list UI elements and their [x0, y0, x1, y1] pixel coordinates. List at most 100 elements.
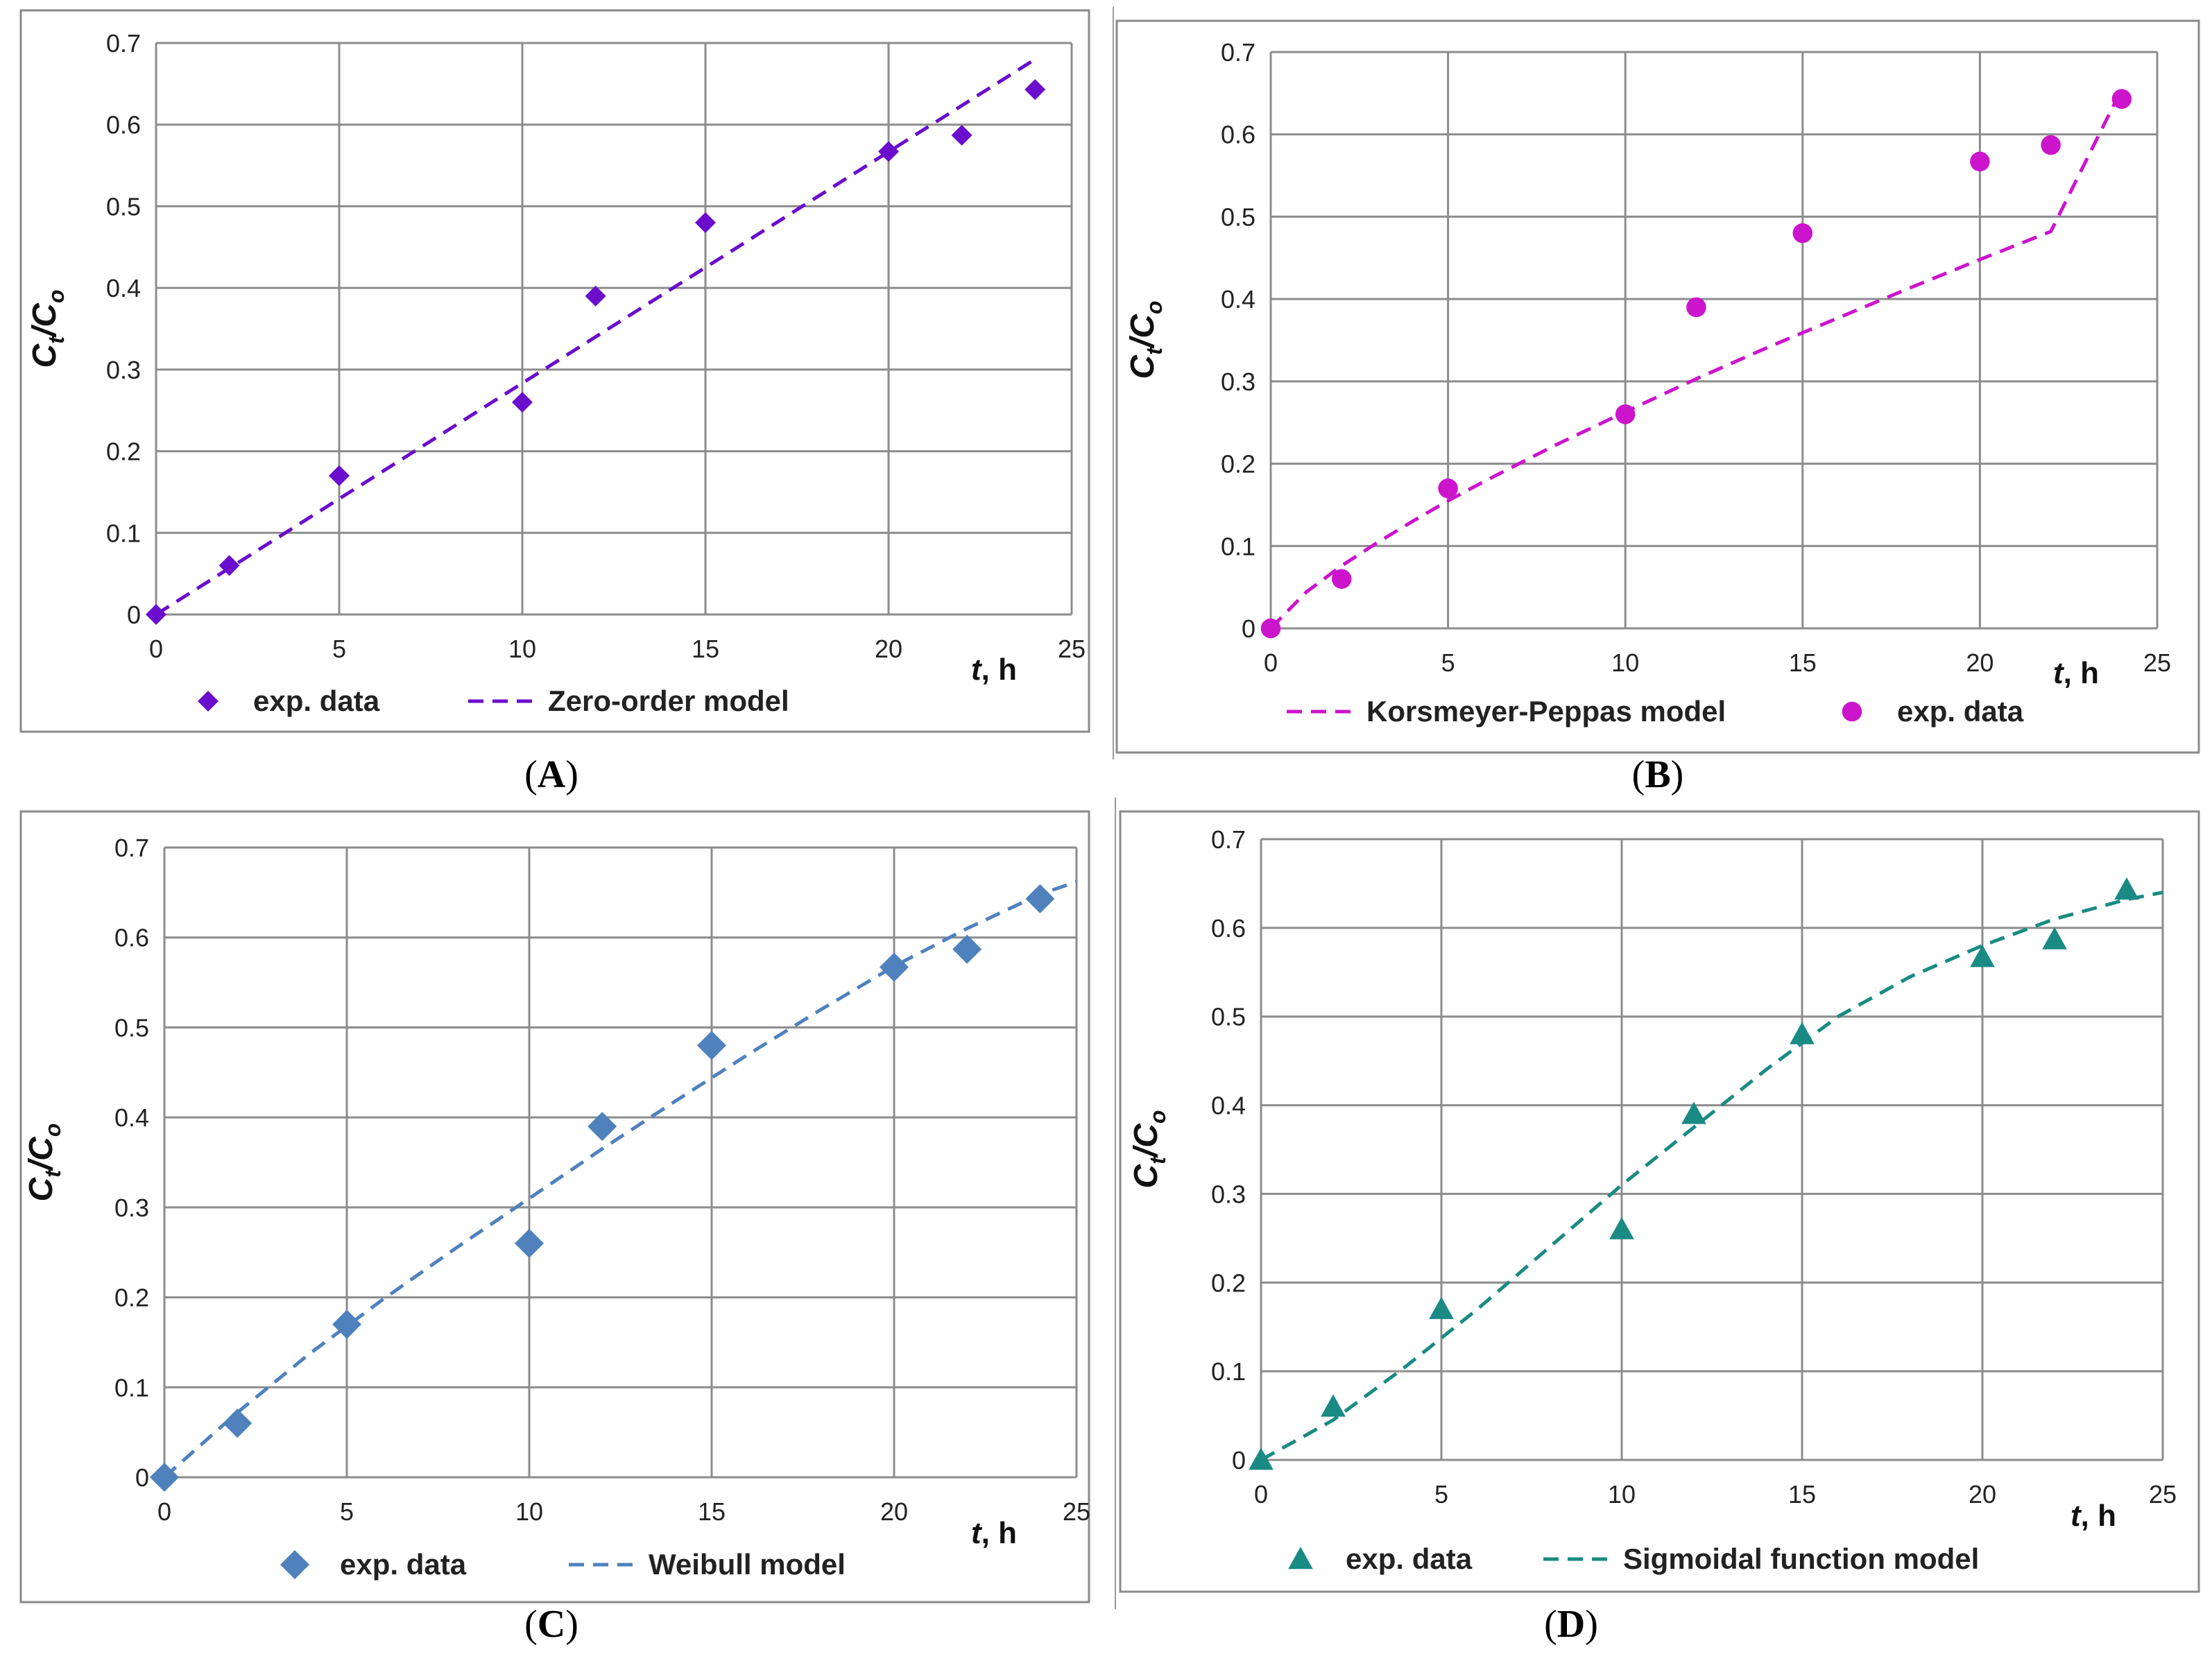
y-tick-label: 0.7: [106, 29, 141, 58]
x-axis-label: t, h: [2070, 1499, 2116, 1533]
data-point: [146, 604, 166, 625]
data-point: [150, 1463, 179, 1492]
data-point: [1249, 1447, 1274, 1470]
data-point: [223, 1409, 252, 1438]
data-point: [1970, 151, 1990, 172]
y-tick-label: 0.4: [1211, 1092, 1246, 1120]
x-axis-label: t, h: [971, 653, 1017, 687]
x-tick-label: 20: [1969, 1480, 1996, 1508]
panel-a: 00.10.20.30.40.50.60.70 5 10 15 20 25t, hCt/C…: [19, 9, 1090, 733]
x-tick-label: 0: [149, 635, 163, 663]
y-tick-label: 0.3: [1221, 368, 1255, 396]
y-axis-label-sub-t: t: [1145, 1156, 1170, 1164]
data-point: [588, 1112, 617, 1142]
x-tick-label: 15: [698, 1497, 726, 1526]
y-tick-label: 0.6: [106, 111, 141, 139]
x-tick-label: 5: [340, 1497, 354, 1526]
x-tick-label: 0: [1264, 648, 1278, 677]
x-axis-label-unit: , h: [981, 1516, 1017, 1550]
x-tick-label: 25: [2143, 648, 2171, 677]
data-point: [1260, 618, 1281, 639]
y-tick-label: 0: [1232, 1446, 1246, 1474]
y-tick-label: 0.6: [1221, 121, 1255, 149]
y-tick-label: 0.7: [1221, 38, 1255, 67]
legend: exp. data Weibull model: [280, 1548, 846, 1581]
gridlines: [163, 846, 1078, 1479]
x-axis-label-var: t: [2070, 1499, 2082, 1533]
y-tick-label: 0: [135, 1463, 149, 1492]
data-point: [952, 934, 982, 964]
y-axis-label-sub-o: o: [40, 1124, 65, 1137]
y-axis-label-sub-o: o: [44, 290, 69, 304]
x-axis-label: t, h: [971, 1516, 1017, 1550]
data-point: [515, 1228, 544, 1258]
y-tick-label: 0.6: [114, 924, 149, 952]
data-point: [1429, 1296, 1454, 1319]
legend-label-data: exp. data: [340, 1548, 467, 1581]
x-axis-label-var: t: [971, 1516, 983, 1550]
y-tick-label: 0: [127, 601, 141, 629]
legend-label-model: Korsmeyer-Peppas model: [1366, 695, 1726, 728]
x-tick-label: 20: [880, 1497, 908, 1526]
model-line: [155, 58, 1036, 617]
y-axis-label-sub-t: t: [40, 1169, 65, 1178]
data-point: [2041, 135, 2061, 155]
data-point: [1025, 884, 1055, 913]
legend: exp. data Zero-order model: [198, 685, 789, 717]
y-tick-label: 0.3: [106, 356, 141, 384]
legend: Korsmeyer-Peppas model exp. data: [1287, 695, 2024, 728]
x-tick-label: 20: [875, 635, 902, 663]
panel-caption: (C): [524, 1603, 578, 1646]
y-axis-label-sub-o: o: [1145, 1110, 1170, 1124]
caption-paren-close: ): [565, 753, 578, 796]
x-tick-label: 5: [332, 635, 346, 663]
y-axis-label-sub-t: t: [1142, 347, 1167, 355]
y-axis-label-sub-o: o: [1142, 301, 1167, 315]
y-tick-label: 0.6: [1211, 914, 1246, 943]
x-tick-label: 0: [157, 1497, 171, 1526]
panel-b: 00.10.20.30.40.50.60.70 5 10 15 20 25t, hCt/C…: [1115, 19, 2200, 754]
legend-label-data: exp. data: [1346, 1542, 1473, 1575]
data-point: [2042, 927, 2067, 949]
data-point: [1790, 1022, 1815, 1044]
legend-marker-data: [198, 691, 218, 712]
y-tick-label: 0.2: [114, 1284, 149, 1312]
data-point: [1615, 404, 1636, 424]
y-tick-label: 0: [1242, 614, 1255, 643]
legend-label-data: exp. data: [253, 685, 380, 717]
x-tick-label: 10: [1611, 648, 1639, 677]
data-point: [2111, 89, 2132, 109]
caption-letter: C: [538, 1603, 565, 1646]
caption-paren-open: (: [524, 753, 538, 796]
y-tick-label: 0.5: [1221, 203, 1255, 231]
caption-letter: B: [1645, 753, 1670, 796]
x-tick-label: 5: [1441, 648, 1455, 677]
legend-marker-data: [1288, 1547, 1313, 1570]
legend-label-model: Zero-order model: [548, 685, 789, 717]
x-tick-label: 15: [1788, 1480, 1816, 1508]
legend-label-data: exp. data: [1897, 695, 2024, 728]
data-point: [1438, 478, 1458, 499]
legend-label-model: Sigmoidal function model: [1623, 1542, 1979, 1575]
x-tick-label: 20: [1966, 648, 1994, 677]
x-axis-label: t, h: [2053, 656, 2099, 690]
y-tick-label: 0.7: [114, 834, 149, 862]
y-tick-label: 0.1: [1211, 1357, 1246, 1386]
gridlines: [1260, 838, 2164, 1461]
gridlines: [1269, 51, 2159, 630]
caption-letter: A: [538, 753, 566, 796]
gridlines: [155, 42, 1073, 616]
legend-marker-data: [1842, 701, 1862, 722]
data-point: [951, 125, 972, 146]
y-tick-label: 0.2: [106, 438, 141, 466]
panel-d: 00.10.20.30.40.50.60.70 5 10 15 20 25t, hCt/C…: [1119, 810, 2200, 1593]
y-tick-label: 0.1: [114, 1373, 149, 1402]
y-axis-label-c: C: [26, 343, 63, 368]
x-tick-label: 15: [692, 635, 719, 663]
data-point: [1970, 945, 1995, 968]
x-tick-label: 15: [1789, 648, 1817, 677]
y-axis-label-c: C: [1124, 354, 1161, 379]
x-tick-label: 25: [1063, 1497, 1090, 1526]
panel-frame: [19, 9, 1090, 733]
panel-frame: [1115, 19, 2200, 754]
